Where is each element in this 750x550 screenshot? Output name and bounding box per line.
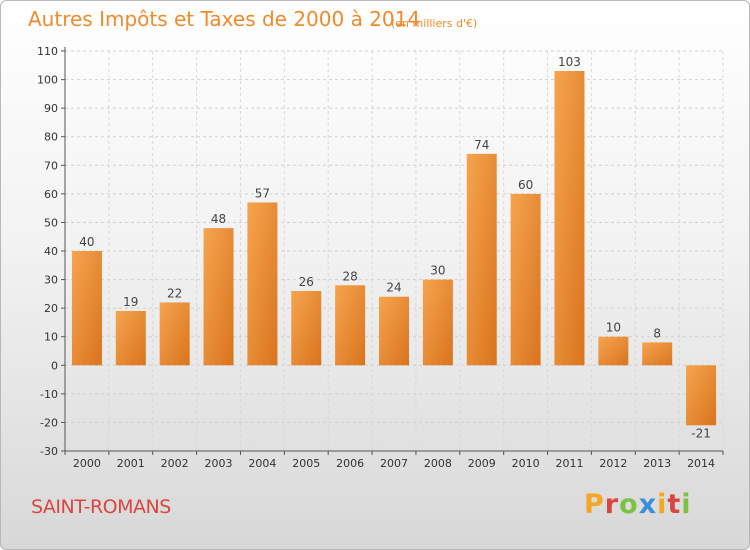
grid-lines [64, 50, 724, 452]
data-label: 74 [474, 138, 489, 152]
x-tick-label: 2011 [555, 457, 583, 470]
bar [642, 342, 673, 366]
y-tick-label: 60 [44, 188, 58, 201]
bar [291, 291, 322, 366]
data-label: 30 [430, 264, 445, 278]
x-tick-label: 2005 [292, 457, 320, 470]
y-tick-label: 100 [37, 74, 58, 87]
x-tick-label: 2002 [161, 457, 189, 470]
logo-letter: t [667, 489, 682, 520]
y-tick-label: -30 [40, 445, 58, 458]
bar [510, 193, 541, 366]
y-tick-label: 90 [44, 102, 58, 115]
x-tick-label: 2001 [117, 457, 145, 470]
logo-letter: i [681, 489, 692, 520]
bar [554, 71, 585, 366]
bar [686, 365, 717, 426]
data-label: 22 [167, 286, 182, 300]
data-label: 26 [299, 275, 314, 289]
logo-letter: r [604, 489, 620, 520]
bar [71, 251, 102, 366]
x-tick-label: 2014 [687, 457, 715, 470]
x-tick-label: 2007 [380, 457, 408, 470]
logo-letter: i [657, 489, 668, 520]
data-label: 60 [518, 178, 533, 192]
x-tick-label: 2012 [599, 457, 627, 470]
chart-subtitle: (en milliers d'€) [391, 17, 478, 30]
logo-letter: o [619, 489, 639, 520]
data-labels: 40 19 22 48 57 26 28 24 30 74 60 103 10 8 -21 [79, 55, 711, 440]
bar [203, 228, 234, 366]
logo-letter: P [584, 489, 605, 520]
y-tick-label: 40 [44, 245, 58, 258]
y-tick-label: 20 [44, 302, 58, 315]
y-tick-label: 10 [44, 331, 58, 344]
bar [379, 296, 409, 366]
bar [422, 279, 453, 366]
x-tick-label: 2013 [643, 457, 671, 470]
x-tick-label: 2000 [73, 457, 101, 470]
bar [335, 285, 366, 366]
data-label: -21 [691, 426, 711, 440]
data-label: 28 [342, 269, 357, 283]
y-tick-label: 0 [51, 359, 58, 372]
x-tick-label: 2006 [336, 457, 364, 470]
bar [598, 336, 629, 366]
data-label: 19 [123, 295, 138, 309]
x-tick-label: 2010 [512, 457, 540, 470]
bar [247, 202, 278, 366]
bars [71, 71, 717, 426]
y-tick-label: 80 [44, 131, 58, 144]
proxiti-logo[interactable]: Proxiti [584, 489, 692, 520]
y-tick-label: 50 [44, 216, 58, 229]
bar [159, 302, 190, 366]
data-label: 48 [211, 212, 226, 226]
data-label: 103 [558, 55, 581, 69]
y-tick-label: 70 [44, 159, 58, 172]
x-tick-label: 2009 [468, 457, 496, 470]
axes: -30 -20 -10 0 10 20 30 40 50 60 70 80 90 100 110 2000 20… [37, 45, 724, 470]
bar [115, 311, 146, 366]
data-label: 10 [606, 321, 621, 335]
y-tick-label: -10 [40, 388, 58, 401]
logo-letter: x [638, 489, 658, 520]
bar [466, 153, 497, 366]
y-tick-label: 110 [37, 45, 58, 58]
y-tick-label: 30 [44, 274, 58, 287]
data-label: 57 [255, 186, 270, 200]
data-label: 40 [79, 235, 94, 249]
y-tick-label: -20 [40, 416, 58, 429]
x-tick-label: 2004 [248, 457, 276, 470]
data-label: 24 [386, 281, 401, 295]
chart-title: Autres Impôts et Taxes de 2000 à 2014 [28, 7, 421, 31]
x-tick-label: 2008 [424, 457, 452, 470]
commune-name: SAINT-ROMANS [31, 496, 171, 518]
x-tick-label: 2003 [205, 457, 233, 470]
data-label: 8 [653, 326, 661, 340]
